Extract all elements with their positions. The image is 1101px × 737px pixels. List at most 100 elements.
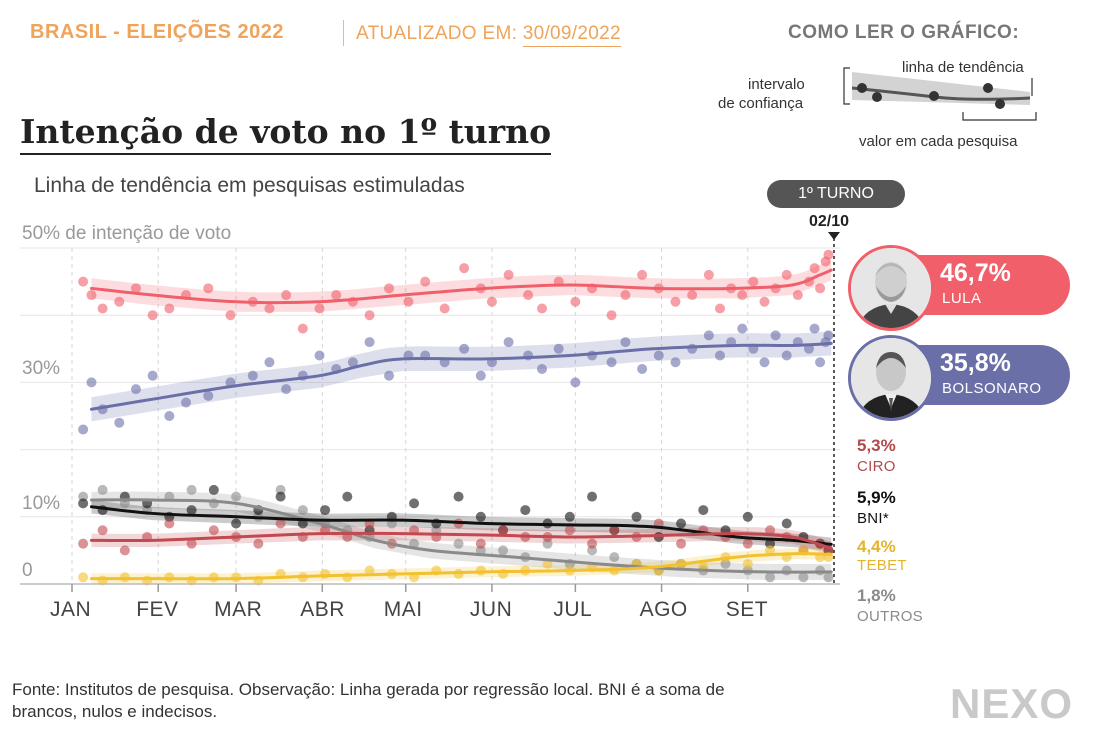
poll-point-bolsonaro [606, 357, 617, 368]
poll-point-lula [737, 290, 748, 301]
ci-band-outros [91, 491, 832, 580]
poll-point-ciro [97, 525, 108, 536]
trend-line-lula [89, 268, 833, 305]
poll-point-ciro [275, 518, 286, 529]
ci-band-lula [91, 260, 832, 312]
header-divider [343, 20, 344, 46]
poll-point-lula [570, 296, 581, 307]
poll-point-bni [186, 505, 197, 516]
first-round-date: 02/10 [809, 213, 850, 230]
month-label-set: SET [725, 598, 769, 621]
y-axis-label-30: 30% [22, 358, 61, 379]
poll-point-outros [781, 565, 792, 576]
lula-name: LULA [942, 290, 982, 307]
poll-point-lula [714, 303, 725, 314]
legend-poll-bracket [962, 112, 1037, 121]
updated-info: ATUALIZADO EM: 30/09/2022 [356, 23, 621, 47]
poll-point-lula [523, 290, 534, 301]
poll-point-bolsonaro [314, 350, 325, 361]
trend-line-tebet [89, 552, 833, 581]
poll-point-outros [798, 572, 809, 583]
poll-point-lula [620, 290, 631, 301]
poll-point-lula [281, 290, 292, 301]
outros-name: OUTROS [857, 608, 923, 625]
month-label-fev: FEV [136, 598, 179, 621]
poll-point-lula [670, 296, 681, 307]
poll-point-lula [459, 263, 470, 274]
poll-point-ciro [564, 525, 575, 536]
poll-point-outros [231, 491, 242, 502]
poll-point-outros [823, 572, 834, 583]
poll-point-bni [275, 491, 286, 502]
poll-point-lula [748, 276, 759, 287]
how-to-read-diagram [843, 67, 1037, 121]
poll-point-lula [792, 290, 803, 301]
month-label-jun: JUN [469, 598, 513, 621]
poll-point-ciro [475, 538, 486, 549]
poll-point-lula [314, 303, 325, 314]
poll-point-lula [637, 269, 648, 280]
poll-point-lula [86, 290, 97, 301]
poll-point-bolsonaro [459, 343, 470, 354]
poll-point-bolsonaro [809, 323, 820, 334]
bni-name: BNI* [857, 510, 890, 527]
poll-point-lula [364, 310, 375, 321]
poll-point-lula [759, 296, 770, 307]
poll-point-bolsonaro [130, 384, 141, 395]
poll-point-ciro [78, 538, 89, 549]
poll-point-bni [78, 498, 89, 509]
poll-point-tebet [320, 568, 331, 579]
poll-point-bni [409, 498, 420, 509]
lula-photo [848, 245, 934, 331]
poll-point-bolsonaro [670, 357, 681, 368]
brand-header: BRASIL - ELEIÇÕES 2022 [30, 21, 285, 43]
legend-ci-bracket [843, 67, 850, 105]
poll-point-bolsonaro [714, 350, 725, 361]
poll-point-bolsonaro [281, 384, 292, 395]
poll-point-lula [687, 290, 698, 301]
poll-point-bolsonaro [78, 424, 89, 435]
month-label-jan: JAN [50, 598, 92, 621]
poll-point-outros [765, 572, 776, 583]
poll-point-bni [342, 491, 353, 502]
poll-point-bni [520, 505, 531, 516]
poll-point-lula [503, 269, 514, 280]
legend-poll-dot [995, 99, 1005, 109]
poll-point-bni [564, 511, 575, 522]
poll-point-bni [631, 511, 642, 522]
ci-band-bolsonaro [91, 331, 832, 422]
poll-point-bni [781, 518, 792, 529]
trend-line-outros [89, 498, 833, 574]
legend-poll-dot [872, 92, 882, 102]
poll-point-lula [97, 303, 108, 314]
poll-point-bni [676, 518, 687, 529]
poll-point-lula [147, 310, 158, 321]
legend-ci-band [852, 72, 1030, 105]
poll-point-outros [609, 552, 620, 563]
poll-point-outros [186, 484, 197, 495]
month-label-mai: MAI [383, 598, 423, 621]
poll-point-ciro [742, 538, 753, 549]
poll-point-bolsonaro [759, 357, 770, 368]
legend-ci-label-1: intervalo [748, 76, 805, 93]
poll-point-bni [208, 484, 219, 495]
poll-point-bolsonaro [781, 350, 792, 361]
y-axis-label-50: 50% de intenção de voto [22, 223, 232, 244]
legend-poll-dot [857, 83, 867, 93]
poll-point-lula [809, 263, 820, 274]
month-label-jul: JUL [553, 598, 593, 621]
poll-point-outros [297, 505, 308, 516]
poll-point-lula [781, 269, 792, 280]
bolsonaro-percent: 35,8% [940, 349, 1011, 377]
bolsonaro-photo [848, 335, 934, 421]
poll-point-bolsonaro [364, 337, 375, 348]
poll-point-ciro [498, 525, 509, 536]
poll-point-bolsonaro [181, 397, 192, 408]
poll-point-bolsonaro [264, 357, 275, 368]
bolsonaro-portrait-icon [851, 338, 931, 418]
poll-point-lula [203, 283, 214, 294]
poll-point-lula [420, 276, 431, 287]
poll-point-bolsonaro [536, 363, 547, 374]
poll-point-lula [264, 303, 275, 314]
outros-percent: 1,8% [857, 586, 896, 605]
